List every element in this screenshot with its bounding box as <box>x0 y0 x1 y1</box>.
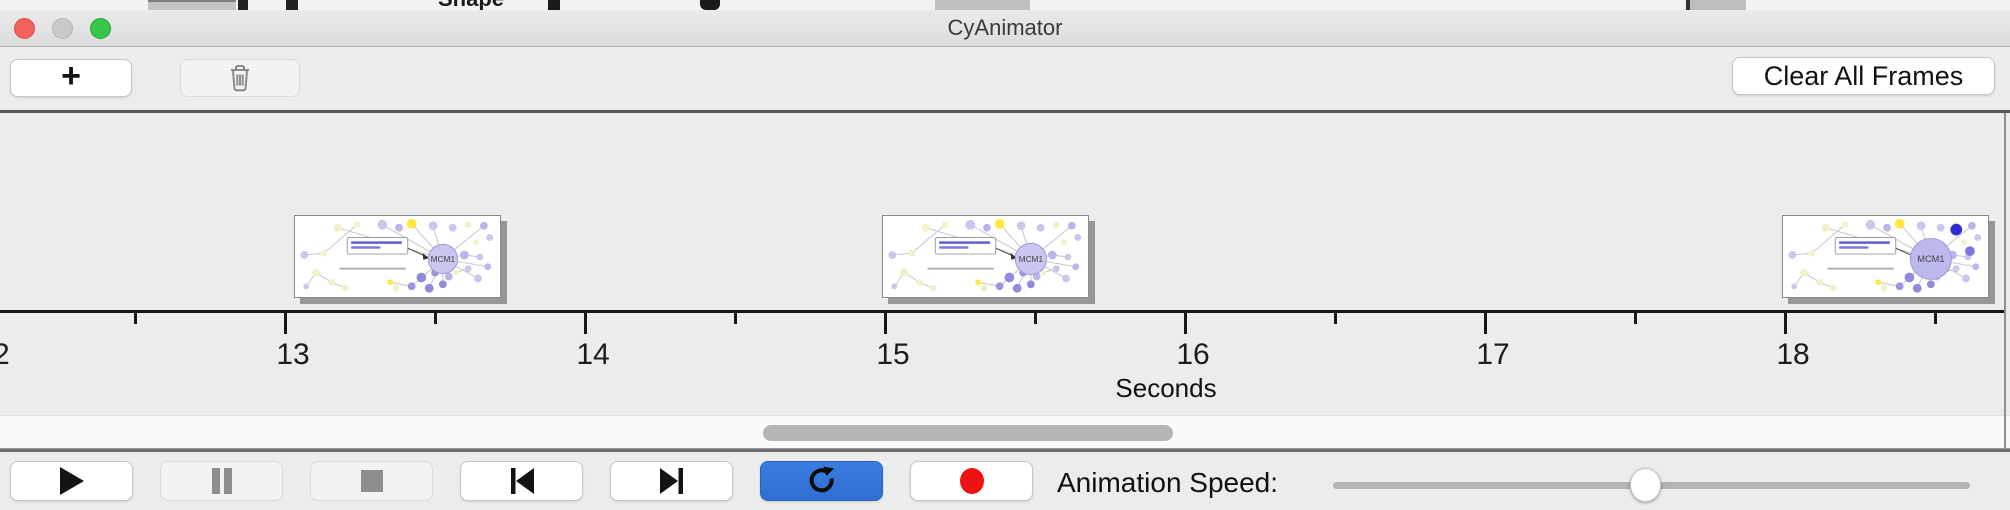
timeline-axis <box>0 310 2006 313</box>
background-fragment <box>548 0 560 10</box>
axis-major-tick <box>283 313 287 334</box>
keyframe-thumbnail[interactable]: MCM1 <box>1782 215 1989 298</box>
axis-major-tick <box>583 313 587 334</box>
axis-minor-tick <box>733 313 737 324</box>
animation-speed-slider[interactable] <box>1333 468 1970 502</box>
zoom-button[interactable] <box>90 18 111 39</box>
toolbar-divider <box>0 110 2010 113</box>
skip-to-end-button[interactable] <box>610 461 733 501</box>
axis-minor-tick <box>133 313 137 324</box>
frame-toolbar: + Clear All Frames <box>0 47 2010 110</box>
axis-tick-label: 14 <box>576 338 610 371</box>
clear-all-frames-label: Clear All Frames <box>1763 60 1964 91</box>
axis-minor-tick <box>1933 313 1937 324</box>
axis-tick-label: 17 <box>1476 338 1510 371</box>
loop-icon <box>809 466 834 493</box>
add-frame-button[interactable]: + <box>10 56 132 97</box>
animation-speed-label: Animation Speed: <box>1057 467 1279 498</box>
background-fragment <box>1686 0 1746 10</box>
axis-minor-tick <box>1333 313 1337 324</box>
background-app-sliver: Shape <box>0 0 2010 10</box>
trash-icon <box>231 65 249 92</box>
timeline-scrollbar[interactable] <box>0 415 2010 448</box>
skip-to-end-icon <box>659 468 683 494</box>
axis-major-tick <box>1483 313 1487 334</box>
axis-major-tick <box>1783 313 1787 334</box>
network-node-label: MCM1 <box>1917 254 1944 264</box>
panel-border <box>2004 113 2006 448</box>
axis-tick-label: 15 <box>876 338 910 371</box>
delete-frame-button[interactable] <box>180 59 300 97</box>
pause-icon <box>211 468 232 494</box>
axis-tick-label: 16 <box>1176 338 1210 371</box>
background-fragment <box>286 0 298 10</box>
background-fragment <box>238 0 248 10</box>
keyframe-thumbnail[interactable]: MCM1 <box>882 215 1089 298</box>
stop-icon <box>360 470 383 492</box>
axis-major-tick <box>1183 313 1187 334</box>
slider-thumb[interactable] <box>1629 468 1661 502</box>
close-button[interactable] <box>14 18 35 39</box>
background-fragment <box>700 0 720 10</box>
background-app-text: Shape <box>438 0 504 10</box>
minimize-button[interactable] <box>52 18 73 39</box>
axis-tick-label: 13 <box>276 338 310 371</box>
keyframe-thumbnail[interactable]: MCM1 <box>294 215 501 298</box>
play-button[interactable] <box>10 461 133 501</box>
background-fragment <box>935 0 1030 10</box>
timeline-panel[interactable]: 12 13 14 15 16 17 18 MCM1 MCM1 MCM1 Seconds <box>0 113 2010 448</box>
clear-all-frames-button[interactable]: Clear All Frames <box>1732 57 1995 95</box>
background-fragment <box>148 0 236 10</box>
stop-button[interactable] <box>310 461 433 501</box>
axis-major-tick <box>883 313 887 334</box>
skip-to-start-button[interactable] <box>460 461 583 501</box>
axis-minor-tick <box>433 313 437 324</box>
axis-minor-tick <box>1033 313 1037 324</box>
loop-button[interactable] <box>760 461 883 501</box>
axis-tick-label: 18 <box>1776 338 1810 371</box>
axis-unit-label: Seconds <box>1115 373 1217 403</box>
pause-button[interactable] <box>160 461 283 501</box>
play-icon <box>59 467 84 495</box>
skip-to-start-icon <box>510 468 534 494</box>
playback-bar: Animation Speed: <box>0 452 2010 510</box>
panel-divider <box>0 448 2010 452</box>
plus-icon: + <box>61 56 81 95</box>
network-node-label: MCM1 <box>1019 254 1044 264</box>
network-node-label: MCM1 <box>431 254 456 264</box>
axis-tick-label: 12 <box>0 338 10 371</box>
record-icon <box>959 468 984 494</box>
window-title: CyAnimator <box>947 15 1063 40</box>
scrollbar-thumb[interactable] <box>762 425 1174 441</box>
title-bar: CyAnimator <box>0 10 2010 47</box>
record-button[interactable] <box>910 461 1033 501</box>
axis-minor-tick <box>1633 313 1637 324</box>
